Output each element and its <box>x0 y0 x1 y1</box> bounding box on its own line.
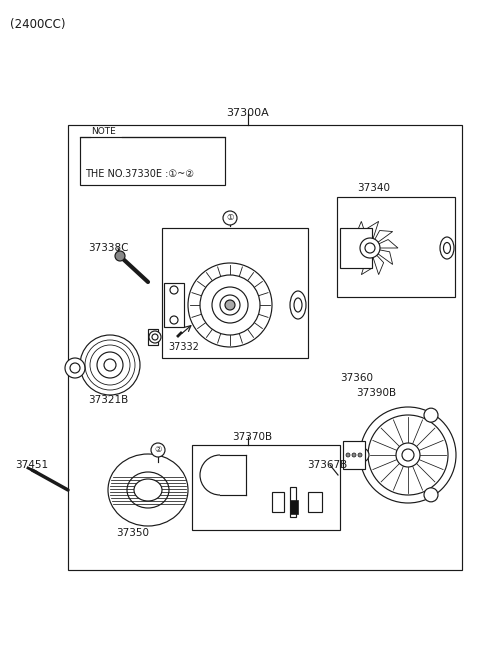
Circle shape <box>115 251 125 261</box>
Bar <box>340 228 372 268</box>
Circle shape <box>358 453 362 457</box>
Polygon shape <box>348 231 370 248</box>
Circle shape <box>352 453 356 457</box>
Text: 37390B: 37390B <box>356 388 396 398</box>
Bar <box>80 137 225 185</box>
Circle shape <box>360 407 456 503</box>
Circle shape <box>424 488 438 502</box>
Bar <box>164 283 184 327</box>
Text: 37321B: 37321B <box>88 395 128 405</box>
Text: ①: ① <box>226 214 234 223</box>
Circle shape <box>170 286 178 294</box>
Circle shape <box>396 443 420 467</box>
Text: 37367B: 37367B <box>307 460 347 470</box>
Circle shape <box>200 275 260 335</box>
Polygon shape <box>370 248 384 274</box>
Text: 37360: 37360 <box>340 373 373 383</box>
Ellipse shape <box>290 291 306 319</box>
Circle shape <box>355 448 369 462</box>
Ellipse shape <box>440 237 454 259</box>
Bar <box>68 125 462 570</box>
Bar <box>272 492 284 512</box>
Bar <box>192 445 340 530</box>
Text: 37451: 37451 <box>15 460 48 470</box>
Text: 37340: 37340 <box>357 183 390 193</box>
Bar <box>308 492 322 512</box>
Circle shape <box>368 415 448 495</box>
Text: ②: ② <box>154 445 162 455</box>
Ellipse shape <box>294 298 302 312</box>
Circle shape <box>225 300 235 310</box>
Circle shape <box>188 263 272 347</box>
Text: NOTE: NOTE <box>91 127 116 136</box>
Polygon shape <box>368 221 379 248</box>
Bar <box>148 329 158 345</box>
Circle shape <box>80 335 140 395</box>
Polygon shape <box>356 221 370 248</box>
Text: 37350: 37350 <box>116 528 149 538</box>
Text: THE NO.37330E :①~②: THE NO.37330E :①~② <box>85 169 194 179</box>
Text: 37332: 37332 <box>168 342 199 352</box>
Polygon shape <box>370 240 398 248</box>
Circle shape <box>65 358 85 378</box>
Ellipse shape <box>108 454 188 526</box>
Circle shape <box>70 363 80 373</box>
Polygon shape <box>348 248 370 265</box>
Circle shape <box>424 408 438 422</box>
Circle shape <box>104 359 116 371</box>
Circle shape <box>402 449 414 461</box>
Ellipse shape <box>127 472 169 508</box>
Bar <box>343 441 365 469</box>
Circle shape <box>170 316 178 324</box>
Text: 37300A: 37300A <box>227 108 269 118</box>
Bar <box>290 487 296 517</box>
Circle shape <box>212 287 248 323</box>
Ellipse shape <box>134 479 162 501</box>
Circle shape <box>220 295 240 315</box>
Bar <box>162 228 308 358</box>
Circle shape <box>346 453 350 457</box>
Ellipse shape <box>152 334 158 340</box>
Circle shape <box>151 443 165 457</box>
Text: 37338C: 37338C <box>88 243 129 253</box>
Circle shape <box>97 352 123 378</box>
Polygon shape <box>370 231 393 248</box>
Polygon shape <box>361 248 372 274</box>
Polygon shape <box>370 248 393 265</box>
Circle shape <box>360 238 380 258</box>
Text: 37370B: 37370B <box>232 432 272 442</box>
Polygon shape <box>342 248 370 257</box>
Text: (2400CC): (2400CC) <box>10 18 65 31</box>
Ellipse shape <box>149 331 161 343</box>
Ellipse shape <box>444 242 451 253</box>
Circle shape <box>365 243 375 253</box>
Circle shape <box>223 211 237 225</box>
Bar <box>337 197 455 297</box>
Bar <box>290 500 298 514</box>
